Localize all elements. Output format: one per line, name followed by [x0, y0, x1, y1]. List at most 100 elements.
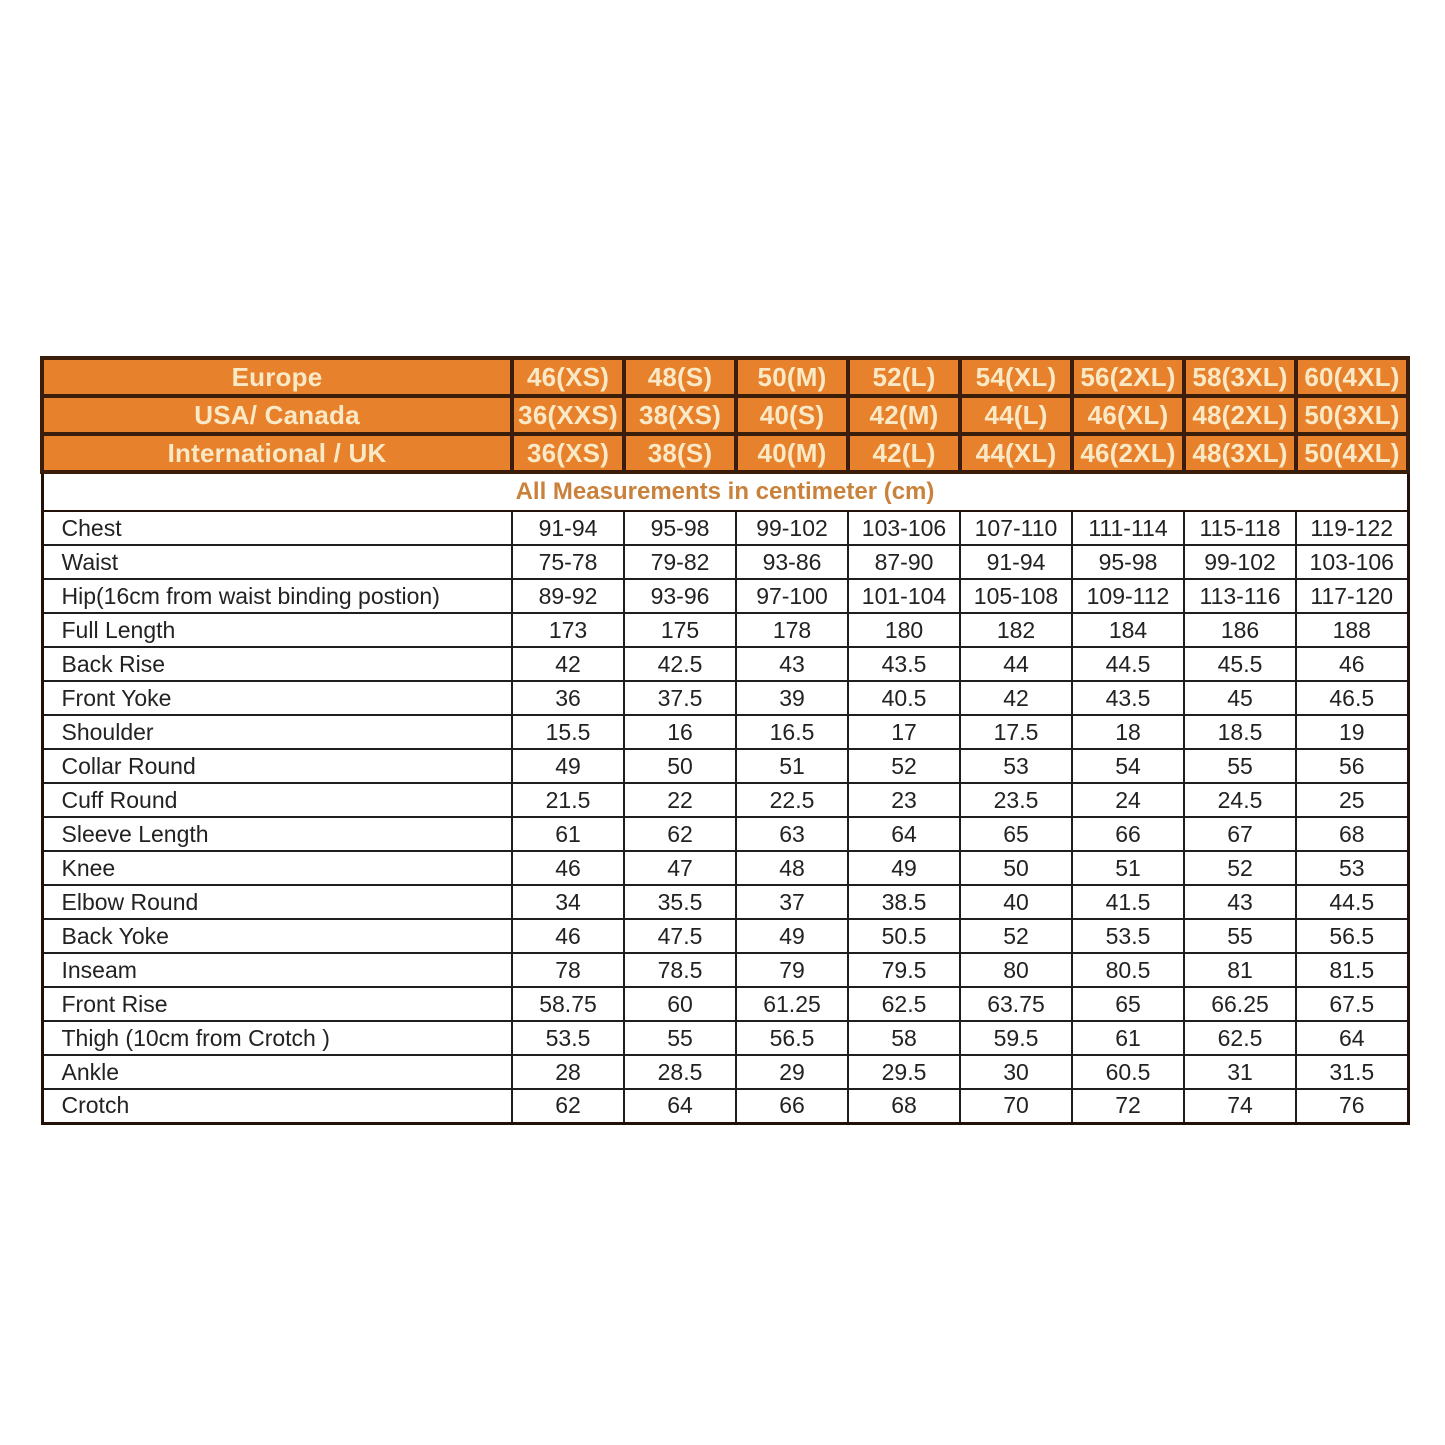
measurement-value: 23.5: [959, 782, 1073, 818]
size-cell: 46(XS): [510, 356, 626, 398]
measurement-value: 188: [1295, 612, 1409, 648]
measurement-value: 49: [511, 748, 625, 784]
measurement-value: 18: [1071, 714, 1185, 750]
size-cell: 42(L): [846, 432, 962, 474]
measurement-label: Hip(16cm from waist binding postion): [41, 578, 513, 614]
measurement-value: 75-78: [511, 544, 625, 580]
measurement-value: 91-94: [959, 544, 1073, 580]
measurement-row: Elbow Round 34 35.5 37 38.5 40 41.5 43 44.5: [41, 884, 1409, 920]
measurement-row: Shoulder 15.5 16 16.5 17 17.5 18 18.5 19: [41, 714, 1409, 750]
measurement-value: 45.5: [1183, 646, 1297, 682]
measurement-value: 72: [1071, 1088, 1185, 1124]
measurement-value: 97-100: [735, 578, 849, 614]
measurement-value: 76: [1295, 1088, 1409, 1124]
size-cell: 38(S): [622, 432, 738, 474]
measurement-value: 60.5: [1071, 1054, 1185, 1090]
measurement-value: 18.5: [1183, 714, 1297, 750]
measurement-value: 53: [1295, 850, 1409, 886]
measurement-value: 115-118: [1183, 510, 1297, 546]
measurement-value: 61: [1071, 1020, 1185, 1056]
measurement-value: 23: [847, 782, 961, 818]
measurement-value: 58.75: [511, 986, 625, 1022]
size-cell: 54(XL): [958, 356, 1074, 398]
measurement-value: 46: [1295, 646, 1409, 682]
measurement-value: 64: [623, 1088, 737, 1124]
measurement-value: 49: [847, 850, 961, 886]
measurement-row: Back Rise 42 42.5 43 43.5 44 44.5 45.5 46: [41, 646, 1409, 682]
measurement-label: Thigh (10cm from Crotch ): [41, 1020, 513, 1056]
size-cell: 50(4XL): [1294, 432, 1410, 474]
measurement-value: 79.5: [847, 952, 961, 988]
measurement-value: 65: [959, 816, 1073, 852]
measurement-value: 50.5: [847, 918, 961, 954]
measurement-value: 39: [735, 680, 849, 716]
measurement-value: 55: [1183, 748, 1297, 784]
measurement-value: 113-116: [1183, 578, 1297, 614]
measurement-value: 24: [1071, 782, 1185, 818]
measurement-value: 101-104: [847, 578, 961, 614]
measurement-value: 29: [735, 1054, 849, 1090]
measurement-value: 53: [959, 748, 1073, 784]
measurement-value: 66.25: [1183, 986, 1297, 1022]
measurement-value: 78: [511, 952, 625, 988]
size-cell: 42(M): [846, 394, 962, 436]
measurement-value: 17.5: [959, 714, 1073, 750]
measurement-value: 52: [847, 748, 961, 784]
measurement-value: 103-106: [847, 510, 961, 546]
measurement-value: 103-106: [1295, 544, 1409, 580]
measurement-value: 74: [1183, 1088, 1297, 1124]
measurement-value: 109-112: [1071, 578, 1185, 614]
size-cell: 36(XXS): [510, 394, 626, 436]
size-cell: 50(M): [734, 356, 850, 398]
measurement-row: Full Length 173 175 178 180 182 184 186 188: [41, 612, 1409, 648]
measurement-value: 59.5: [959, 1020, 1073, 1056]
measurement-label: Front Rise: [41, 986, 513, 1022]
measurement-value: 55: [1183, 918, 1297, 954]
measurement-row: Chest 91-94 95-98 99-102 103-106 107-110 111-1…: [41, 510, 1409, 546]
measurement-label: Ankle: [41, 1054, 513, 1090]
measurement-value: 22.5: [735, 782, 849, 818]
measurement-value: 28.5: [623, 1054, 737, 1090]
measurement-row: Back Yoke 46 47.5 49 50.5 52 53.5 55 56.5: [41, 918, 1409, 954]
measurement-value: 99-102: [735, 510, 849, 546]
measurement-value: 62: [623, 816, 737, 852]
measurement-value: 43.5: [847, 646, 961, 682]
measurement-value: 70: [959, 1088, 1073, 1124]
measurement-label: Cuff Round: [41, 782, 513, 818]
measurement-row: Thigh (10cm from Crotch ) 53.5 55 56.5 58 59.…: [41, 1020, 1409, 1056]
units-subtitle-row: All Measurements in centimeter (cm): [41, 470, 1409, 512]
measurement-value: 186: [1183, 612, 1297, 648]
size-cell: 48(3XL): [1182, 432, 1298, 474]
measurement-value: 111-114: [1071, 510, 1185, 546]
measurement-value: 46: [511, 918, 625, 954]
measurement-row: Cuff Round 21.5 22 22.5 23 23.5 24 24.5 25: [41, 782, 1409, 818]
measurement-row: Ankle 28 28.5 29 29.5 30 60.5 31 31.5: [41, 1054, 1409, 1090]
measurement-row: Knee 46 47 48 49 50 51 52 53: [41, 850, 1409, 886]
measurement-value: 79-82: [623, 544, 737, 580]
measurement-value: 53.5: [1071, 918, 1185, 954]
measurement-value: 51: [1071, 850, 1185, 886]
measurement-value: 52: [959, 918, 1073, 954]
measurement-value: 17: [847, 714, 961, 750]
measurement-value: 42.5: [623, 646, 737, 682]
measurement-value: 44.5: [1295, 884, 1409, 920]
size-chart-table: Europe 46(XS) 48(S) 50(M) 52(L) 54(XL) 56(2XL)…: [40, 356, 1410, 1125]
measurement-value: 46: [511, 850, 625, 886]
measurement-value: 60: [623, 986, 737, 1022]
measurement-value: 35.5: [623, 884, 737, 920]
measurement-value: 21.5: [511, 782, 625, 818]
measurement-value: 43: [735, 646, 849, 682]
measurement-value: 67.5: [1295, 986, 1409, 1022]
measurement-value: 53.5: [511, 1020, 625, 1056]
size-system-label: USA/ Canada: [40, 394, 514, 436]
measurement-value: 24.5: [1183, 782, 1297, 818]
measurement-value: 99-102: [1183, 544, 1297, 580]
measurement-value: 56: [1295, 748, 1409, 784]
size-cell: 48(2XL): [1182, 394, 1298, 436]
measurement-value: 64: [847, 816, 961, 852]
measurement-value: 56.5: [1295, 918, 1409, 954]
size-system-row: USA/ Canada 36(XXS) 38(XS) 40(S) 42(M) 44(L) 4…: [40, 394, 1410, 436]
measurement-value: 25: [1295, 782, 1409, 818]
measurement-value: 95-98: [623, 510, 737, 546]
measurement-value: 31: [1183, 1054, 1297, 1090]
